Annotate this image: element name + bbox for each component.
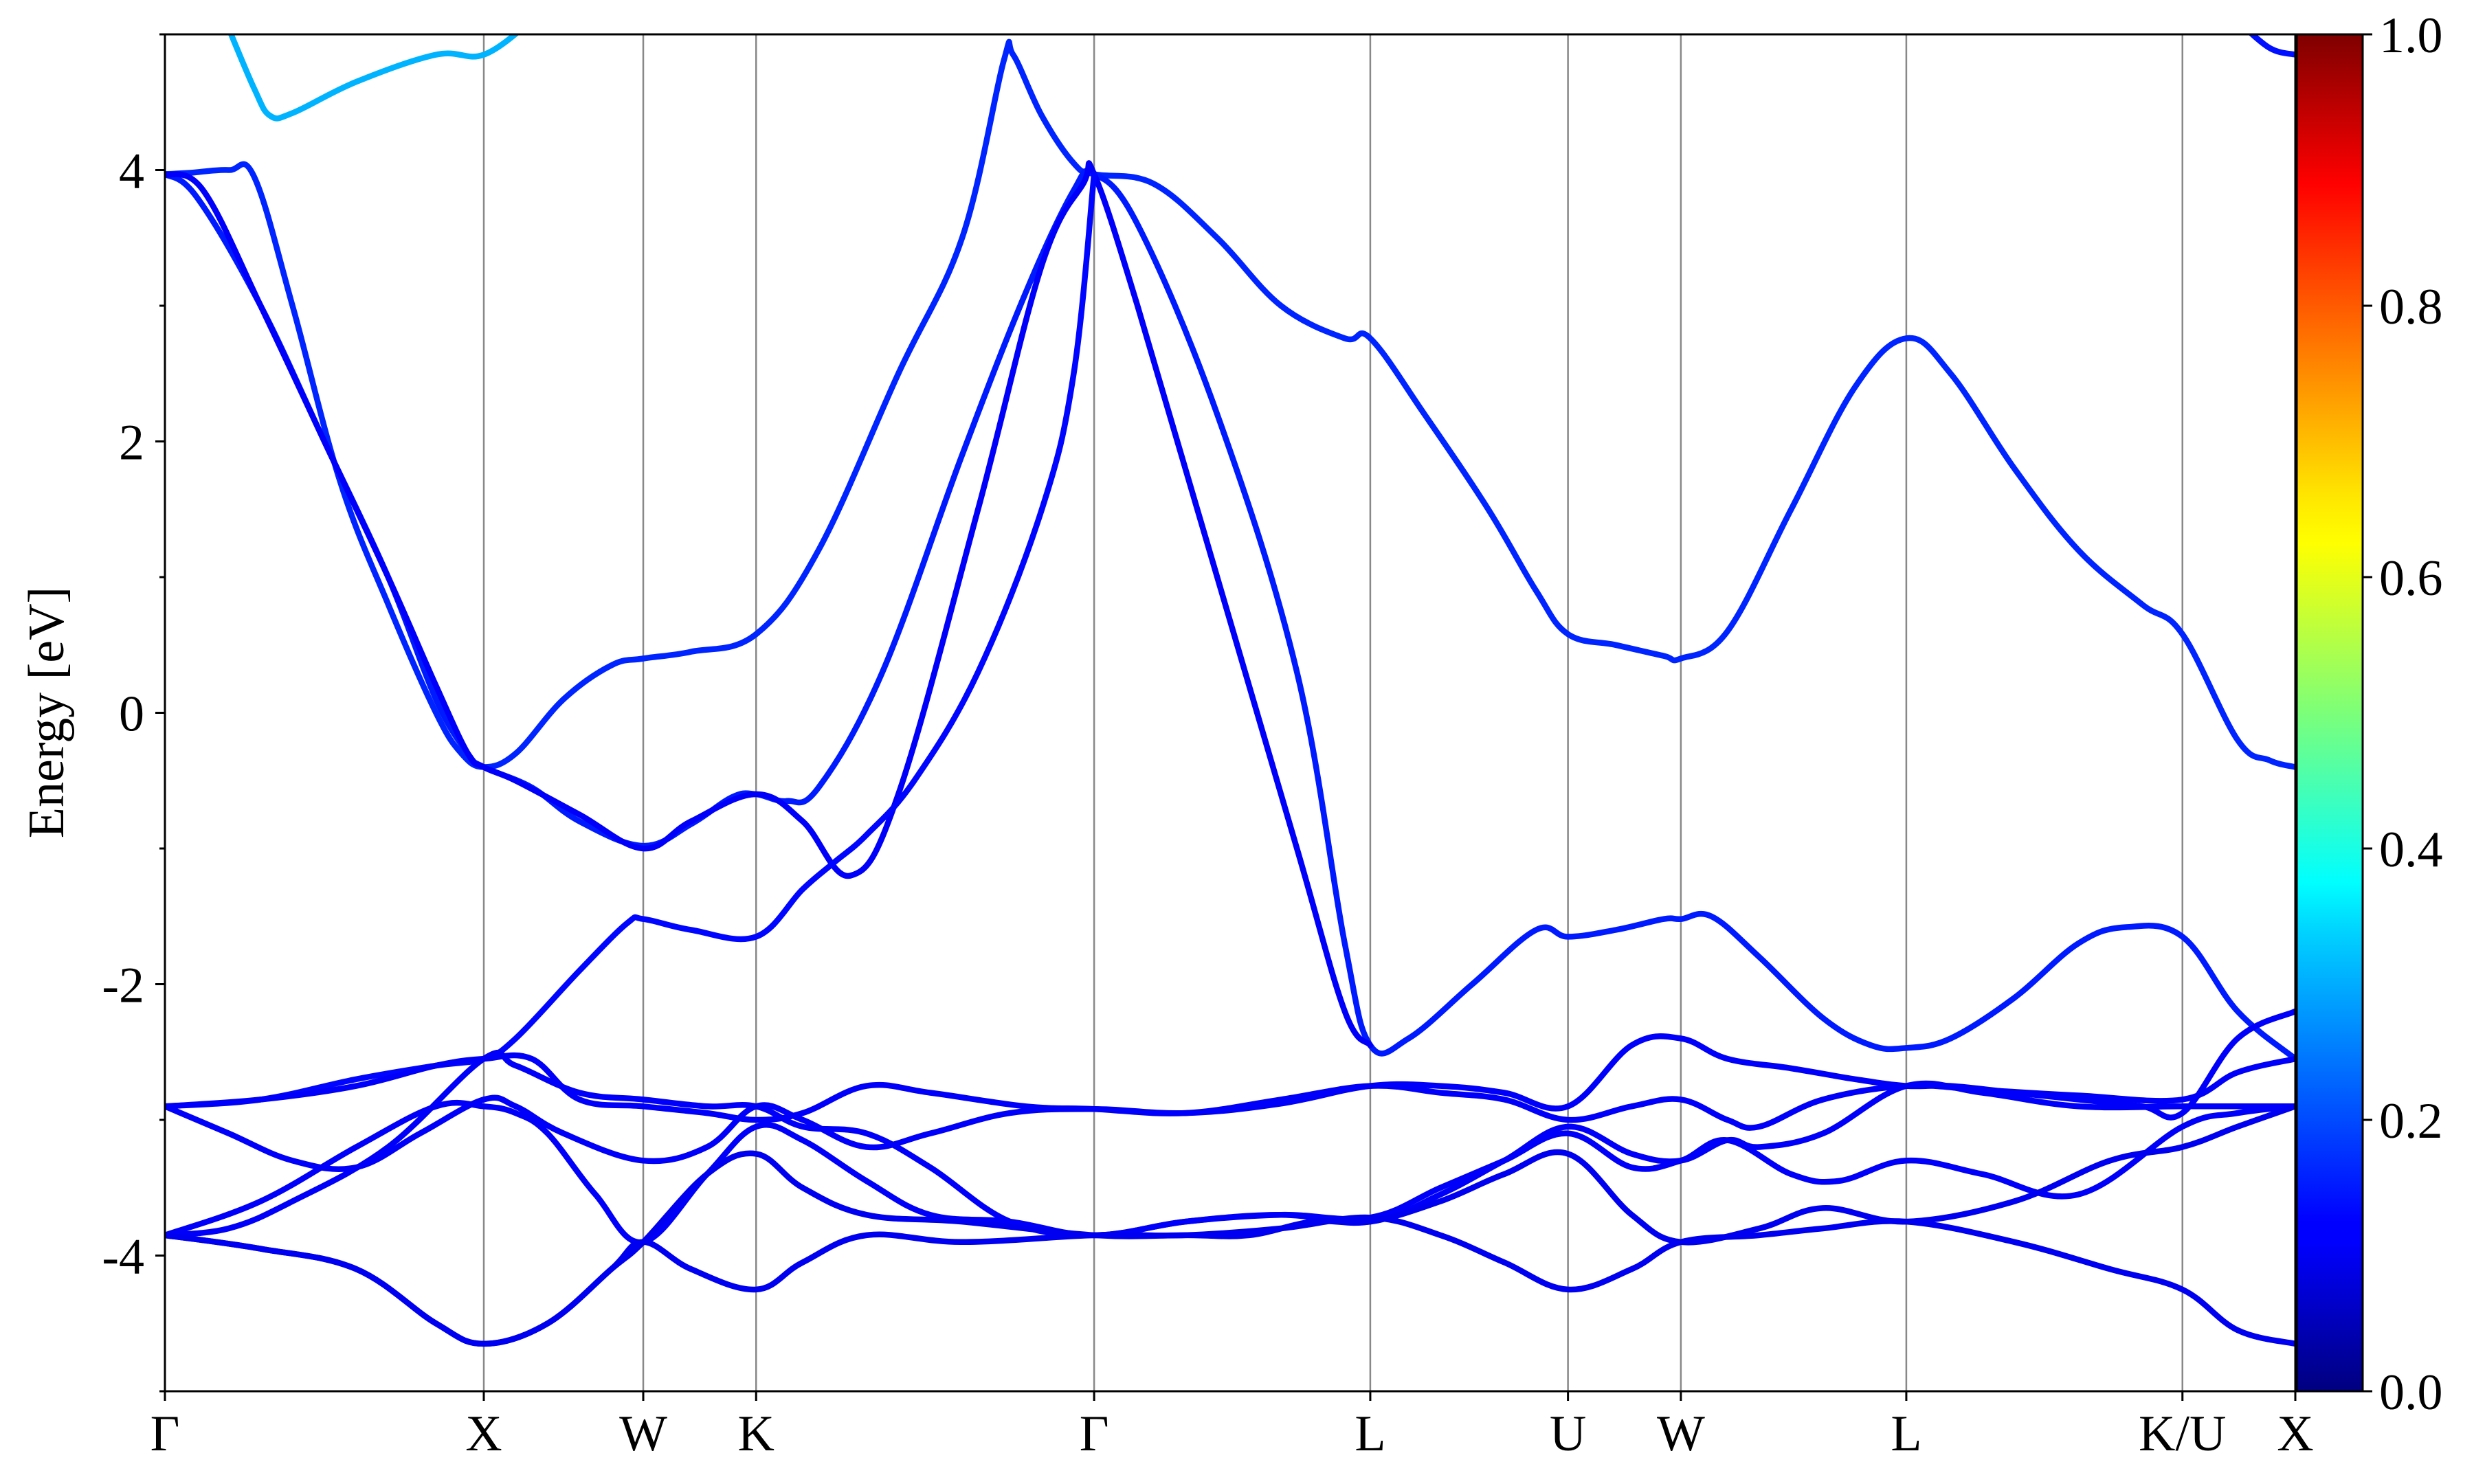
band-line <box>165 38 2295 770</box>
colorbar-tick-label: 0.0 <box>2379 1364 2443 1421</box>
x-tick-label: L <box>1355 1406 1385 1462</box>
x-tick-label: Γ <box>151 1406 180 1462</box>
y-tick-label: 4 <box>119 144 144 200</box>
high-symmetry-lines <box>482 34 2183 1391</box>
x-tick-label: W <box>1657 1406 1705 1462</box>
band-line <box>227 34 520 122</box>
y-axis-title: Energy [eV] <box>19 587 75 838</box>
band-line <box>165 160 1374 1048</box>
colorbar <box>2295 33 2364 1393</box>
x-tick-label: L <box>1891 1406 1921 1462</box>
y-tick-label: 0 <box>119 686 144 743</box>
y-tick-label: -4 <box>102 1229 144 1285</box>
band-line <box>2248 34 2295 58</box>
x-axis-ticks: Γ X W K Γ L U W L K/U X <box>151 1391 2314 1462</box>
colorbar-tick-label: 0.8 <box>2379 279 2443 335</box>
colorbar-tick-label: 0.4 <box>2379 822 2443 878</box>
band-line <box>165 1214 2295 1347</box>
band-lines <box>165 34 2295 1347</box>
x-tick-label: W <box>619 1406 667 1462</box>
x-tick-label: X <box>465 1406 502 1462</box>
band-line <box>165 171 1097 1110</box>
y-tick-label: -2 <box>102 958 144 1014</box>
x-tick-label: U <box>1550 1406 1586 1462</box>
x-tick-label: X <box>2277 1406 2313 1462</box>
colorbar-tick-label: 0.6 <box>2379 550 2443 607</box>
x-tick-label: K <box>738 1406 774 1462</box>
x-tick-label: Γ <box>1080 1406 1109 1462</box>
colorbar-tick-label: 1.0 <box>2379 8 2443 64</box>
band-line <box>165 1080 2295 1246</box>
colorbar-tick-label: 0.2 <box>2379 1093 2443 1149</box>
colorbar-ticks: 0.0 0.2 0.4 0.6 0.8 1.0 <box>2363 8 2443 1421</box>
y-axis-ticks: -4 -2 0 2 4 <box>102 33 165 1393</box>
x-tick-label: K/U <box>2139 1406 2226 1462</box>
y-tick-label: 2 <box>119 415 144 471</box>
